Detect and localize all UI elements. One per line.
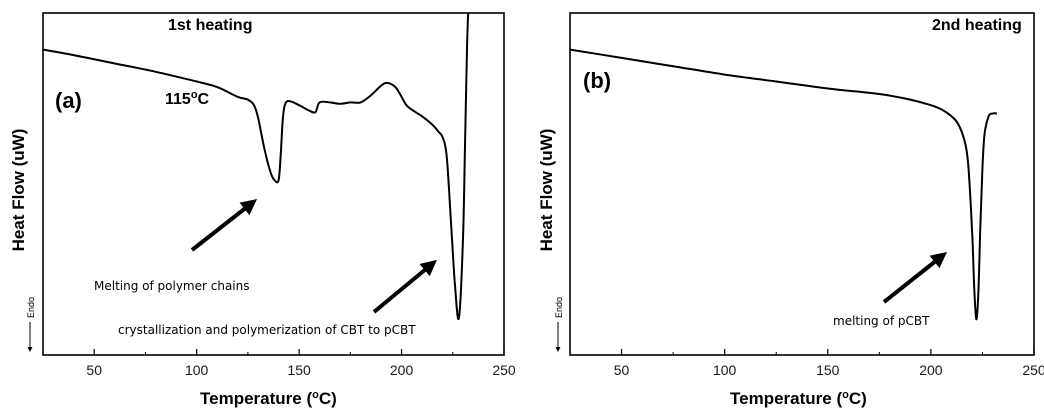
panel-b: 50 100 150 200 250 2nd heating (b) melting o… xyxy=(537,12,1044,408)
endo-label-a: Endo xyxy=(26,297,36,318)
plot-frame-a xyxy=(42,12,505,356)
endo-label-b: Endo xyxy=(554,297,564,318)
panel-a: 50 100 150 200 250 1st heating (a) 115oC Mel… xyxy=(9,12,516,408)
annotation-melting-polymer-chains: Melting of polymer chains xyxy=(94,279,250,293)
x-tick-label-b-50: 50 xyxy=(614,362,630,378)
annotation-melting-pcbt: melting of pCBT xyxy=(833,314,930,328)
series-line-a xyxy=(43,13,470,321)
arrow-melting-pcbt xyxy=(882,252,948,304)
x-axis-a: 50 100 150 200 250 xyxy=(42,349,516,378)
arrow-crystallization xyxy=(372,259,437,314)
y-axis-label-a: Heat Flow (uW) xyxy=(9,129,28,252)
chart-title-b: 2nd heating xyxy=(932,17,1022,34)
x-tick-label-a-250: 250 xyxy=(492,362,516,378)
x-tick-label-b-150: 150 xyxy=(816,362,840,378)
x-tick-label-a-200: 200 xyxy=(390,362,414,378)
y-axis-label-b: Heat Flow (uW) xyxy=(537,129,556,252)
x-tick-label-b-250: 250 xyxy=(1022,362,1044,378)
arrow-melting-polymer xyxy=(190,199,258,252)
panel-label-b: (b) xyxy=(583,68,611,93)
x-tick-label-a-100: 100 xyxy=(185,362,209,378)
x-tick-label-b-200: 200 xyxy=(919,362,943,378)
panel-label-a: (a) xyxy=(55,88,82,113)
annotation-crystallization: crystallization and polymerization of CB… xyxy=(118,323,416,337)
x-axis-label-a: Temperature (oC) xyxy=(200,389,337,408)
x-axis-label-b: Temperature (oC) xyxy=(730,389,867,408)
x-tick-label-a-50: 50 xyxy=(86,362,102,378)
x-axis-b: 50 100 150 200 250 xyxy=(569,349,1044,378)
temperature-label-115: 115oC xyxy=(165,89,210,108)
series-line-b xyxy=(570,48,997,321)
x-tick-label-b-100: 100 xyxy=(713,362,737,378)
x-tick-label-a-150: 150 xyxy=(287,362,311,378)
chart-title-a: 1st heating xyxy=(168,17,252,34)
plot-frame-b xyxy=(569,12,1035,356)
